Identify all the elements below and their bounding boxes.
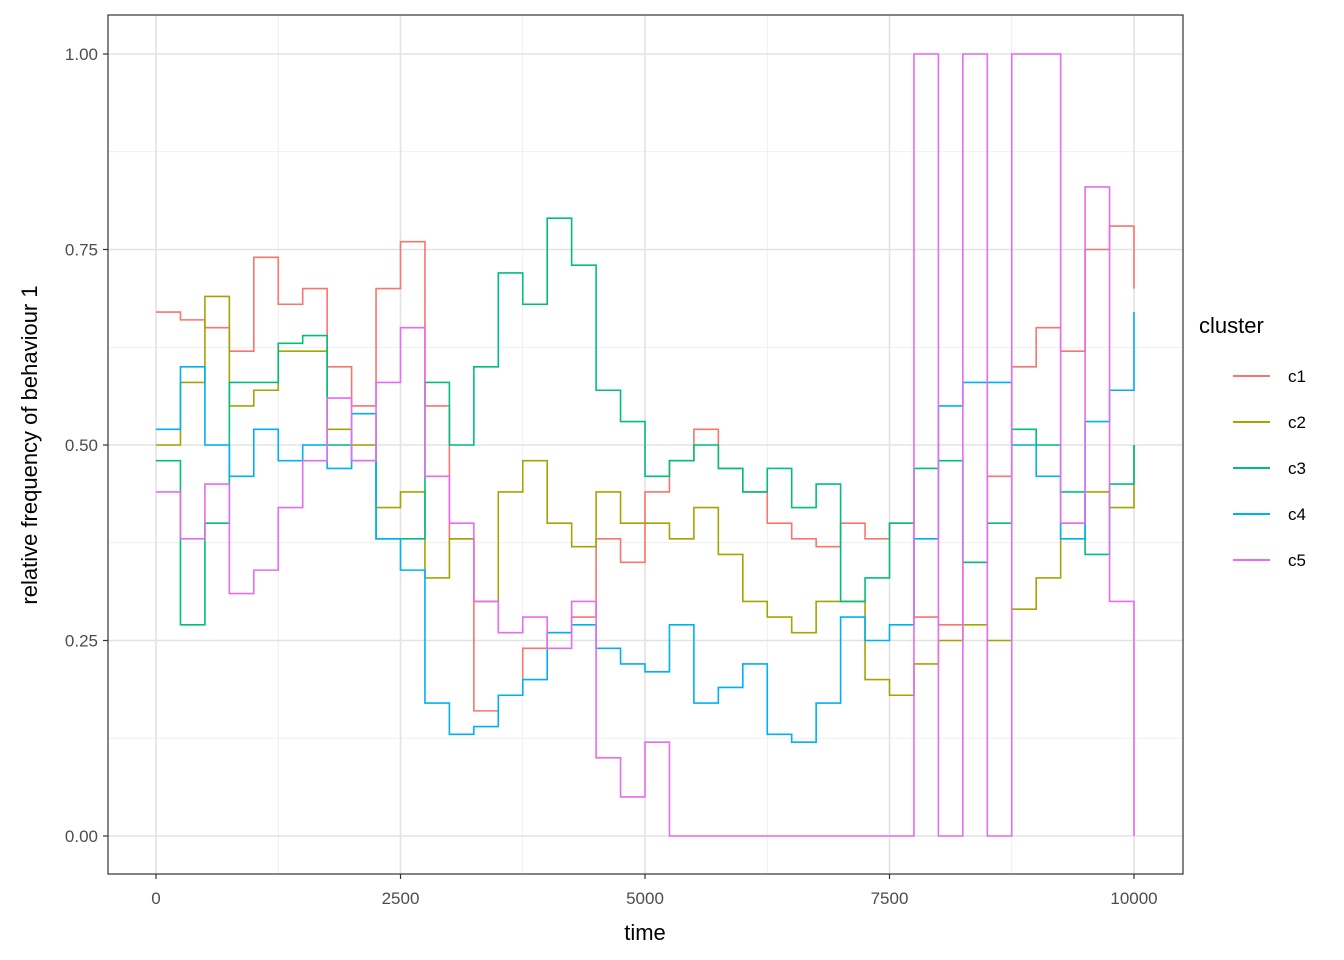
legend: cluster c1 c2 c3 c4 c5: [1199, 313, 1306, 570]
y-tick-label: 0.00: [65, 827, 98, 846]
legend-item-c2: c2: [1233, 413, 1306, 432]
legend-label: c5: [1288, 551, 1306, 570]
x-tick-label: 0: [151, 889, 160, 908]
y-tick-label: 0.50: [65, 436, 98, 455]
x-tick-label: 10000: [1110, 889, 1157, 908]
y-tick-label: 1.00: [65, 45, 98, 64]
legend-label: c1: [1288, 367, 1306, 386]
data-series: [156, 53, 1135, 837]
y-tick-label: 0.25: [65, 632, 98, 651]
legend-item-c3: c3: [1233, 459, 1306, 478]
legend-title: cluster: [1199, 313, 1264, 338]
legend-item-c1: c1: [1233, 367, 1306, 386]
legend-item-c5: c5: [1233, 551, 1306, 570]
legend-item-c4: c4: [1233, 505, 1306, 524]
y-axis: 0.00 0.25 0.50 0.75 1.00: [65, 45, 108, 846]
series-line-c5: [156, 53, 1135, 837]
x-axis-title: time: [624, 920, 666, 945]
legend-label: c4: [1288, 505, 1306, 524]
y-axis-title: relative frequency of behaviour 1: [17, 285, 42, 604]
x-axis: 0 2500 5000 7500 10000: [151, 874, 1158, 908]
x-tick-label: 7500: [871, 889, 909, 908]
x-tick-label: 5000: [626, 889, 664, 908]
legend-label: c3: [1288, 459, 1306, 478]
y-tick-label: 0.75: [65, 241, 98, 260]
x-tick-label: 2500: [382, 889, 420, 908]
legend-label: c2: [1288, 413, 1306, 432]
